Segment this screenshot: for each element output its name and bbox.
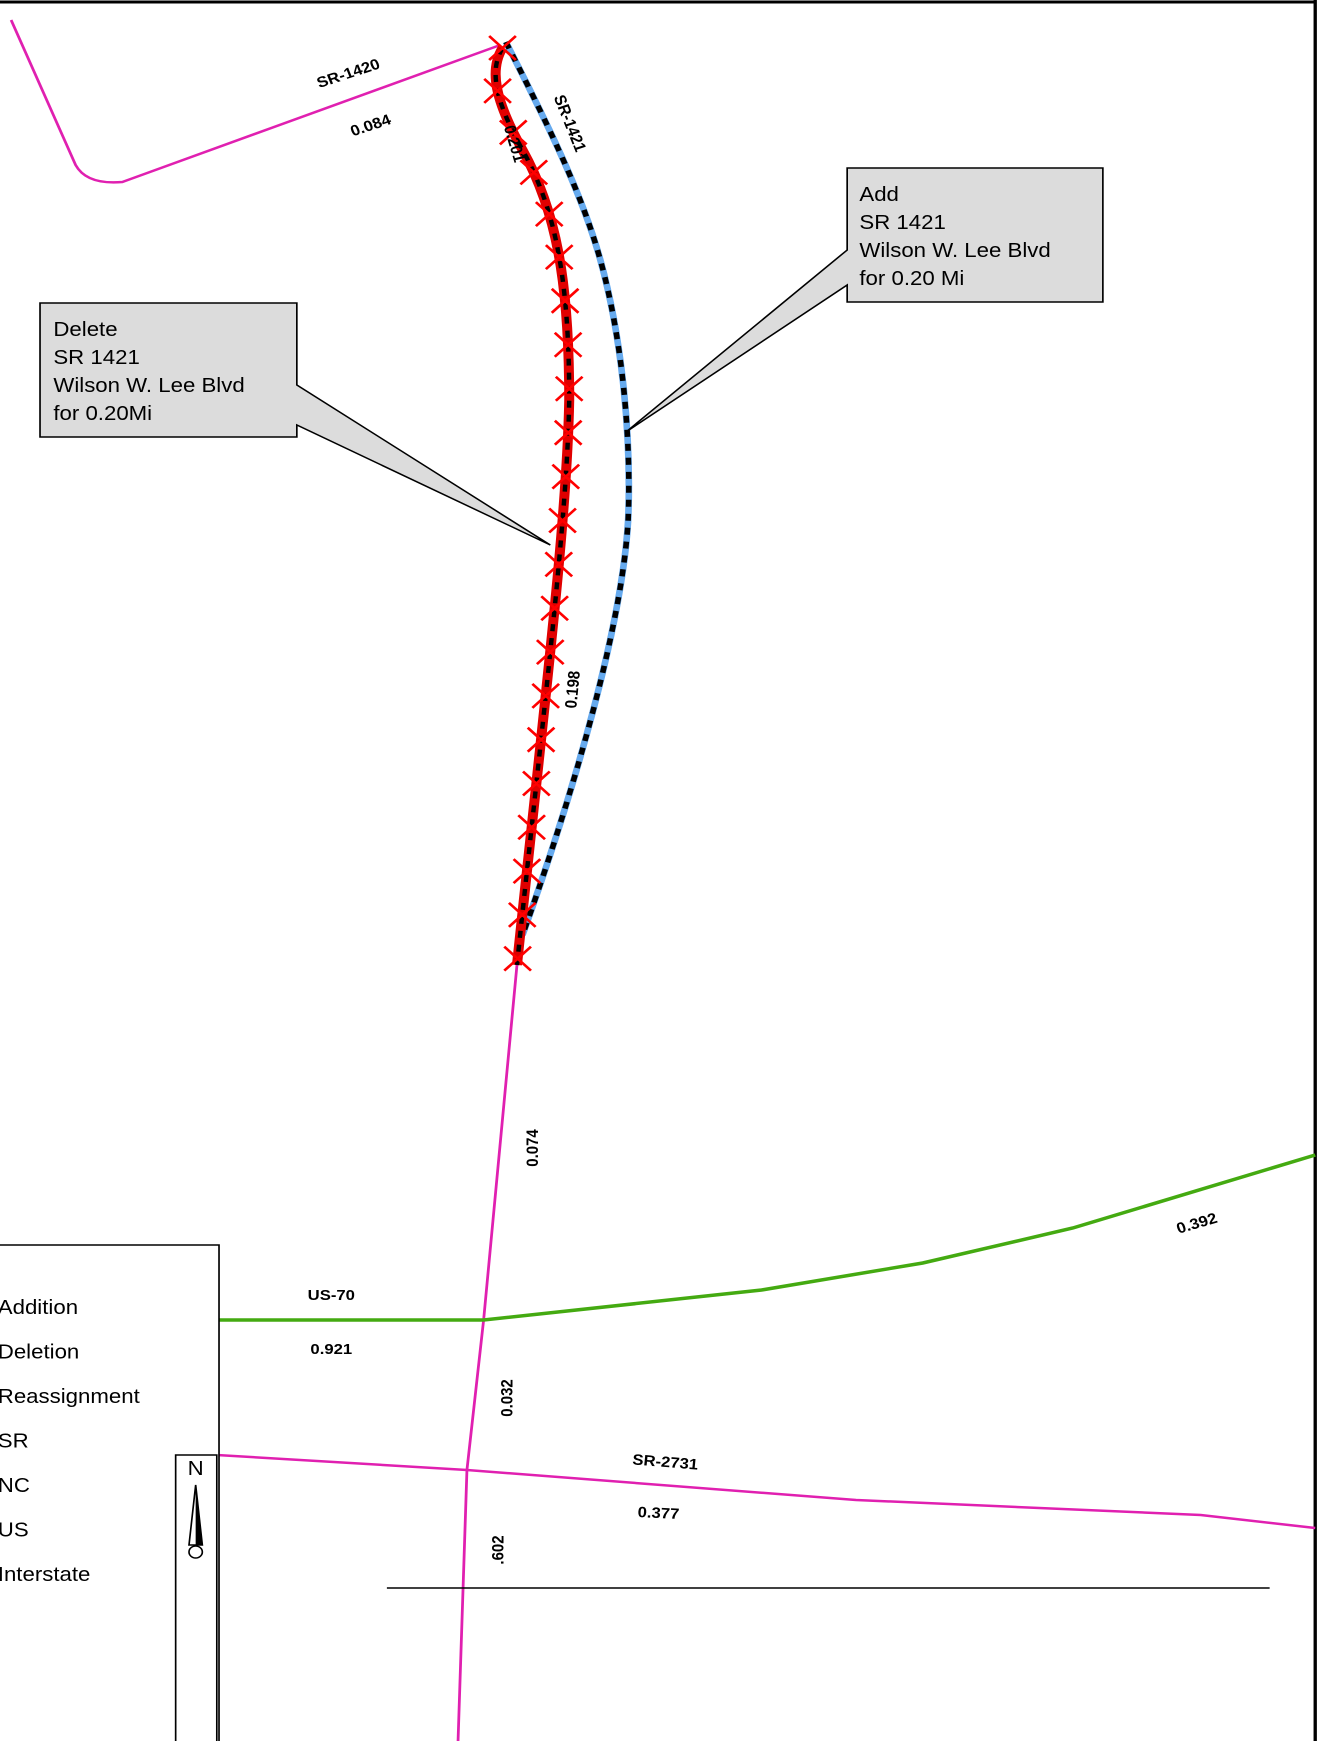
x-mark	[534, 201, 564, 227]
legend-item: SR	[0, 1430, 29, 1452]
legend-item: Reassignment	[0, 1386, 140, 1408]
x-mark	[507, 901, 537, 928]
legend-item: Deletion	[0, 1341, 79, 1363]
x-mark	[544, 551, 574, 578]
road-length: 0.074	[524, 1129, 542, 1167]
road-length: 0.377	[637, 1505, 680, 1523]
x-mark	[535, 639, 565, 665]
deletion-x-marks	[483, 35, 584, 972]
x-mark	[526, 726, 556, 753]
legend: Addition Deletion Reassignment SR NC US Inters…	[0, 1297, 140, 1586]
x-mark	[512, 858, 542, 884]
callout-text: Add	[859, 184, 899, 206]
x-mark	[544, 244, 574, 271]
callout-text: Wilson W. Lee Blvd	[859, 240, 1050, 262]
x-mark	[554, 375, 584, 402]
x-mark	[553, 419, 583, 446]
x-mark	[550, 287, 580, 314]
legend-item: Interstate	[0, 1564, 90, 1586]
road-us70	[216, 1153, 1316, 1322]
north-label: N	[188, 1458, 204, 1480]
road-length: 0.921	[310, 1342, 352, 1358]
legend-item: US	[0, 1519, 29, 1541]
callout-add	[625, 167, 1104, 433]
road-sr1421-south	[456, 964, 519, 1741]
x-mark	[488, 35, 517, 61]
road-sr2731	[216, 1453, 1316, 1530]
callout-text: SR 1421	[53, 347, 139, 369]
road-sr1420	[9, 19, 501, 184]
x-mark	[483, 77, 512, 104]
legend-item: NC	[0, 1475, 30, 1497]
callout-text: Wilson W. Lee Blvd	[53, 375, 244, 397]
x-mark	[551, 463, 581, 490]
callout-text: for 0.20 Mi	[859, 268, 964, 290]
road-label: SR-2731	[632, 1452, 699, 1473]
x-mark	[517, 814, 546, 841]
callout-text: for 0.20Mi	[53, 403, 152, 425]
x-mark	[503, 945, 532, 972]
addition-line	[502, 40, 633, 936]
north-arrow-fill	[195, 1485, 203, 1545]
deletion-line	[490, 45, 575, 966]
x-mark	[531, 683, 561, 709]
road-length: .602	[490, 1535, 508, 1564]
x-mark	[548, 507, 577, 534]
legend-item: Addition	[0, 1297, 78, 1319]
x-mark	[540, 595, 569, 622]
x-mark	[498, 119, 528, 146]
x-mark	[519, 159, 549, 186]
callout-delete	[39, 302, 551, 546]
road-length: 0.032	[499, 1379, 517, 1417]
road-length: 0.198	[563, 670, 584, 709]
north-arrow-circle	[188, 1545, 204, 1559]
road-label: US-70	[308, 1288, 355, 1304]
callout-text: Delete	[53, 319, 117, 341]
callout-text: SR 1421	[859, 212, 945, 234]
x-mark	[553, 331, 583, 358]
x-mark	[522, 770, 551, 797]
